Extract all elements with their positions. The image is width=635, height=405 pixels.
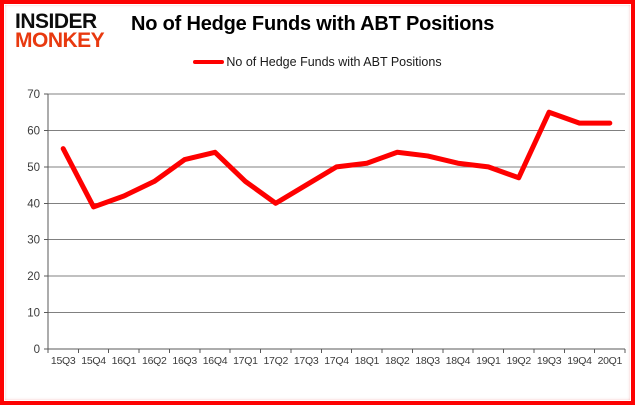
y-axis-tick-label: 0 <box>34 344 40 356</box>
y-axis-tick-label: 60 <box>27 125 40 137</box>
x-axis-tick-label: 15Q4 <box>81 355 106 367</box>
x-axis-tick-label: 19Q4 <box>567 355 592 367</box>
x-axis-tick-label: 18Q3 <box>415 355 440 367</box>
x-axis-tick-label: 17Q2 <box>264 355 289 367</box>
chart-title: No of Hedge Funds with ABT Positions <box>131 13 495 35</box>
x-axis-tick-label: 19Q1 <box>476 355 501 367</box>
x-axis-tick-label: 19Q2 <box>506 355 531 367</box>
y-axis-tick-label: 50 <box>27 162 40 174</box>
x-axis-tick-label: 18Q2 <box>385 355 410 367</box>
y-axis-tick-label: 30 <box>27 235 40 247</box>
x-axis-tick-label: 17Q4 <box>324 355 349 367</box>
x-axis-tick-label: 20Q1 <box>598 355 623 367</box>
insider-monkey-logo: INSIDER MONKEY <box>15 10 105 53</box>
y-axis-tick-label: 70 <box>27 89 40 101</box>
x-axis-tick-label: 16Q1 <box>112 355 137 367</box>
series-line <box>60 109 613 210</box>
legend-line-swatch <box>193 59 225 65</box>
x-axis-tick-label: 18Q1 <box>355 355 380 367</box>
x-axis-tick-label: 18Q4 <box>446 355 471 367</box>
logo-insider-text: INSIDER <box>15 10 97 33</box>
x-axis-tick-label: 17Q1 <box>233 355 258 367</box>
x-axis-tick-label: 16Q4 <box>203 355 228 367</box>
y-axis-tick-label: 40 <box>27 198 40 210</box>
y-axis-tick-label: 20 <box>27 271 40 283</box>
x-axis-tick-label: 16Q3 <box>172 355 197 367</box>
legend-label: No of Hedge Funds with ABT Positions <box>226 55 442 69</box>
logo-monkey-text: MONKEY <box>15 29 105 53</box>
x-axis-tick-label: 15Q3 <box>51 355 76 367</box>
x-axis-tick-label: 17Q3 <box>294 355 319 367</box>
line-chart: 0 10 20 30 40 50 60 70 15Q3 15Q4 16Q1 16Q2 16Q3 16Q4 1… <box>27 89 626 367</box>
y-axis-tick-label: 10 <box>27 308 40 320</box>
x-axis-tick-label: 16Q2 <box>142 355 167 367</box>
chart-legend: No of Hedge Funds with ABT Positions <box>4 55 631 69</box>
x-axis-tick-label: 19Q3 <box>537 355 562 367</box>
